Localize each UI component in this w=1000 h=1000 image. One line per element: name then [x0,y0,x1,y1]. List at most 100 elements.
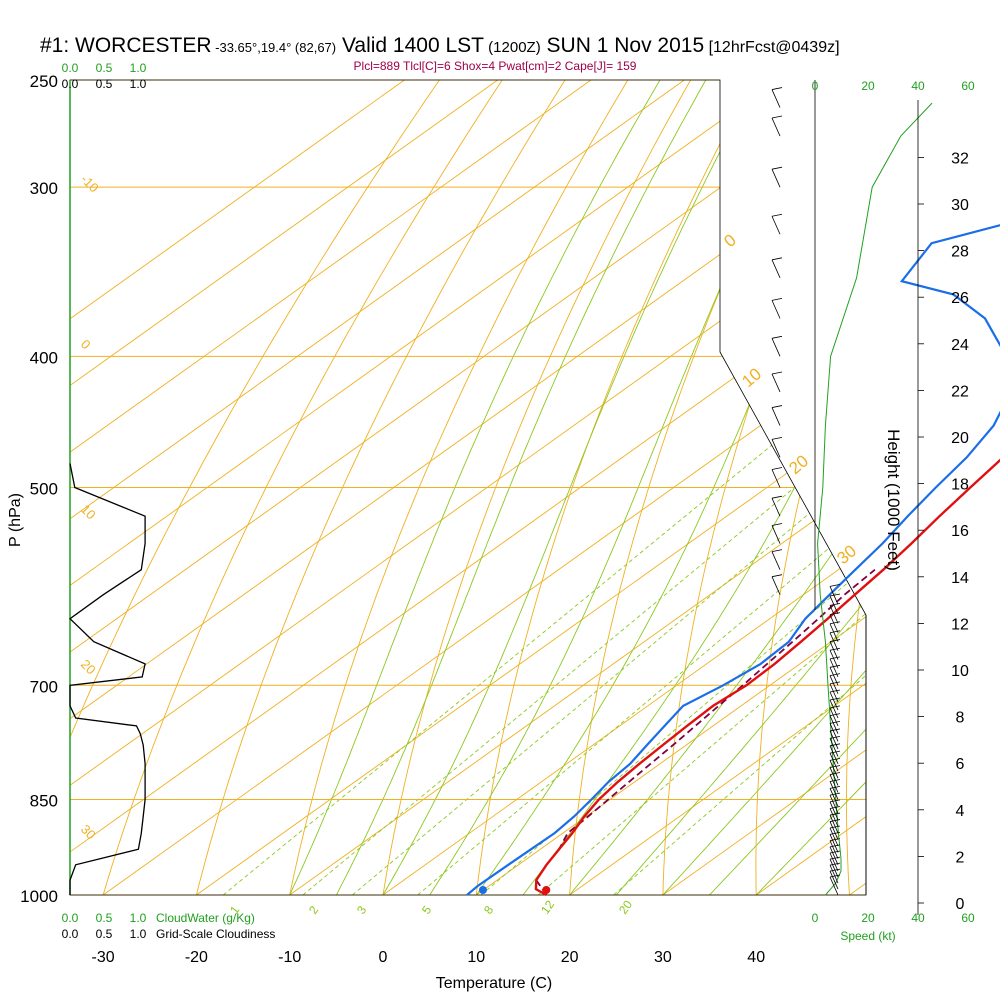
wind-barb [829,779,841,800]
moist-adiabat-line [755,80,866,895]
wind-barb-staff [829,707,839,727]
cloudiness-legend-label: Grid-Scale Cloudiness [156,927,275,941]
wind-barb-flag [829,765,841,768]
dry-adiabat-label: 0 [720,230,739,251]
wind-barb-staff [829,699,839,719]
isotherm-label: 10 [78,502,99,523]
dry-adiabat-line [195,80,581,895]
surface-temperature-dot [542,886,551,894]
wind-barb [829,736,841,757]
wind-barb-flag [829,799,841,803]
wind-barb [829,621,841,642]
height-tick-label: 24 [951,337,969,354]
height-tick-label: 12 [951,616,969,633]
bottom-cloudiness-tick: 0.0 [62,927,79,941]
wind-barb-flag [771,467,783,470]
wind-barb-staff [771,259,781,278]
wind-barb [829,750,841,772]
wind-barb-flag [829,772,841,775]
wind-barb-flag [829,705,841,709]
wind-barb-flag [829,785,841,789]
pressure-tick-label: 700 [30,677,58,696]
moist-adiabat-line [429,80,831,895]
wind-barb-flag [771,574,783,578]
temperature-tick-label: -30 [92,949,115,966]
wind-barb [829,656,841,678]
dry-adiabat-line [382,80,705,895]
pressure-tick-label: 1000 [20,887,58,906]
wind-barb-staff [829,814,839,834]
wind-barb-staff [829,840,839,859]
height-tick-label: 14 [951,570,969,587]
wind-barb-flag [829,656,841,660]
wind-barb-flag [829,743,841,747]
wind-barb-flag [771,405,783,408]
y-axis-label: P (hPa) [7,493,24,547]
wind-barb-staff [829,632,839,651]
dry-adiabat-line [289,80,643,895]
wind-barb-flag [829,697,841,701]
wind-barb-flag [829,681,841,685]
wind-barb [829,743,841,764]
isotherm-line [382,80,866,895]
wind-barb-flag [829,720,841,724]
isotherm-line [476,80,866,895]
wind-barb-staff [829,691,839,711]
bottom-cloudwater-tick: 0.0 [62,911,79,925]
isotherm-line [70,80,498,895]
wind-barb [829,647,841,669]
wind-barb-staff [829,650,839,669]
wind-barb-staff [829,745,839,764]
temperature-tick-label: 0 [379,949,388,966]
wind-barb-flag [829,621,841,625]
wind-barb [771,574,783,595]
pressure-tick-label: 250 [30,72,58,91]
wind-barb-staff [829,667,839,686]
bottom-speed-tick: 0 [812,911,819,925]
wind-barb [829,602,841,624]
wind-barb-staff [829,794,839,814]
wind-barb-staff [829,788,839,807]
wind-barb-flag [771,213,783,217]
wind-barb-flag [829,736,841,739]
wind-barb-staff [771,407,781,426]
pressure-tick-label: 400 [30,348,58,367]
top-speed-tick: 60 [961,79,975,93]
wind-barb-staff [829,870,839,890]
height-tick-label: 0 [956,896,965,913]
pressure-tick-label: 850 [30,791,58,810]
cloudiness-line [68,463,146,895]
wind-barb-flag [771,523,783,526]
wind-barb-staff [829,774,839,793]
wind-barb [829,757,841,779]
wind-barb-staff [829,852,839,872]
wind-barb-staff [771,525,781,544]
wind-barb [829,765,841,786]
height-tick-label: 6 [956,756,965,773]
wind-barb-staff [829,834,839,853]
moist-adiabat-line [382,80,772,895]
wind-barb-staff [771,338,781,357]
wind-barb-staff [829,858,839,878]
wind-barb-flag [829,779,841,782]
wind-barb-staff [771,300,781,319]
wind-barb [829,785,841,807]
wind-barb [771,213,783,235]
dry-adiabat-label: 10 [738,364,765,391]
wind-barb [829,673,841,694]
height-tick-label: 26 [951,290,969,307]
wind-barb-staff [771,89,781,108]
temperature-tick-label: -20 [185,949,208,966]
isotherm-label: 20 [78,657,99,678]
height-tick-label: 22 [951,383,969,400]
wind-barb-flag [829,612,841,616]
bottom-cloudwater-tick: 0.5 [96,911,113,925]
wind-barb-flag [771,549,783,553]
mixing-ratio-line [302,355,866,895]
top-speed-tick: 40 [911,79,925,93]
mixing-ratio-label: 3 [354,903,369,917]
height-tick-label: 8 [956,710,965,727]
wind-barb-staff [771,439,781,458]
